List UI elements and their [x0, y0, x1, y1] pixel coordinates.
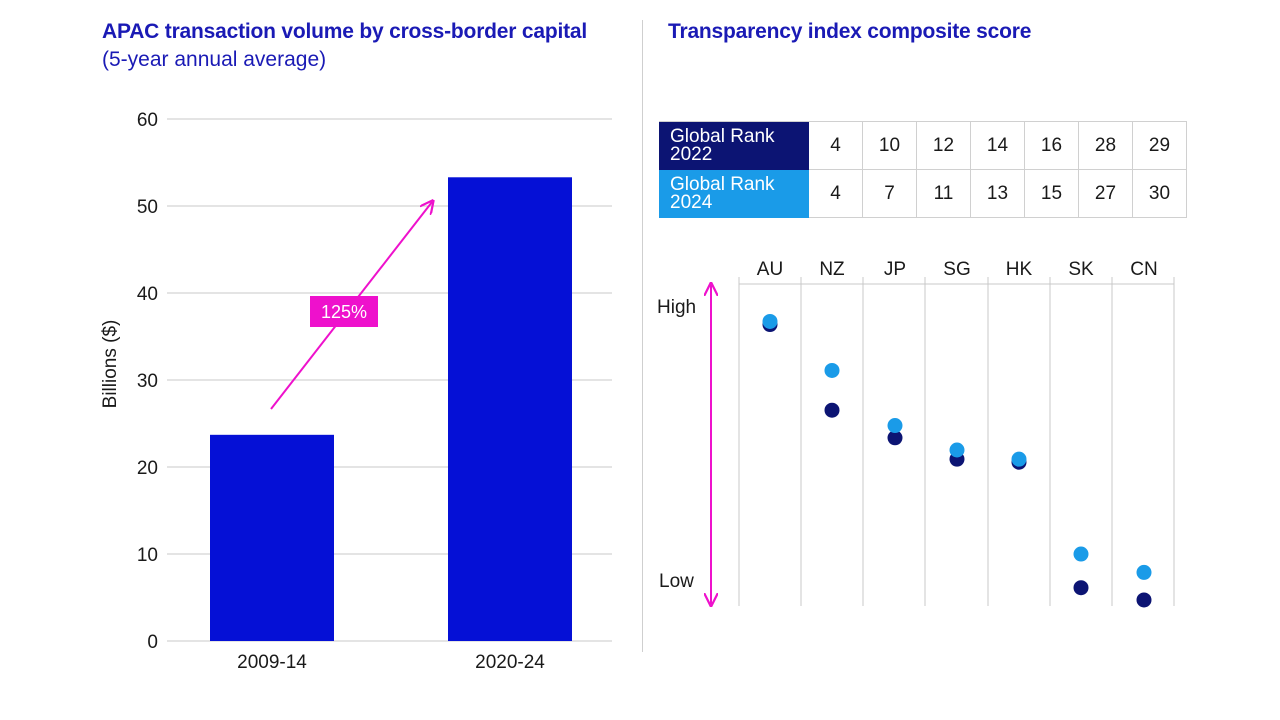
dot-NZ-2022 [824, 402, 840, 418]
rank-cell: 11 [916, 169, 971, 218]
y-tick-label: 0 [147, 632, 158, 653]
rank-cell: 30 [1132, 169, 1187, 218]
bar-chart-y-ticks: 0 10 20 30 40 50 60 [137, 110, 158, 653]
growth-label: 125% [321, 302, 367, 322]
dot-AU-2024 [762, 313, 778, 329]
growth-label-box [310, 296, 378, 327]
rank-cell: 4 [809, 121, 863, 170]
category-label-AU: AU [757, 259, 783, 280]
high-label: High [657, 297, 696, 318]
category-label-HK: HK [1006, 259, 1033, 280]
dot-plot-category-labels: AU NZ JP SG HK SK CN [757, 259, 1158, 280]
rank-label-line1: Global Rank [670, 125, 775, 147]
x-tick-label: 2020-24 [475, 652, 545, 673]
dot-CN-2024 [1136, 564, 1152, 580]
category-label-CN: CN [1130, 259, 1157, 280]
bar-chart-bars [210, 177, 572, 642]
category-label-SG: SG [943, 259, 970, 280]
dot-JP-2022 [887, 430, 903, 446]
rank-cell: 10 [862, 121, 917, 170]
y-tick-label: 20 [137, 458, 158, 479]
panel-divider [642, 20, 643, 652]
category-label-NZ: NZ [819, 259, 845, 280]
rank-cell: 12 [916, 121, 971, 170]
rank-row-label: Global Rank 2022 [659, 121, 809, 170]
dot-NZ-2024 [824, 362, 840, 378]
rank-label-line2: 2022 [670, 143, 713, 165]
bar-chart-y-axis-label: Billions ($) [100, 320, 121, 409]
category-label-SK: SK [1068, 259, 1094, 280]
rank-cell: 16 [1024, 121, 1079, 170]
rank-label-line1: Global Rank [670, 173, 775, 195]
y-tick-label: 30 [137, 371, 158, 392]
dot-HK-2024 [1011, 451, 1027, 467]
rank-row-label: Global Rank 2024 [659, 169, 809, 218]
dot-plot-points [762, 313, 1152, 608]
low-label: Low [659, 571, 694, 592]
dot-SK-2022 [1073, 580, 1089, 596]
left-chart-subtitle: (5-year annual average) [102, 48, 327, 71]
bar-chart-x-ticks: 2009-14 2020-24 [237, 652, 545, 673]
rank-cell: 7 [862, 169, 917, 218]
x-tick-label: 2009-14 [237, 652, 307, 673]
rank-cell: 13 [970, 169, 1025, 218]
rank-cell: 14 [970, 121, 1025, 170]
right-chart-title: Transparency index composite score [668, 20, 1032, 43]
left-chart-title: APAC transaction volume by cross-border … [102, 20, 588, 43]
dot-SG-2024 [949, 442, 965, 458]
rank-row: Global Rank 2022 4 10 12 14 16 28 29 [659, 121, 1187, 170]
dot-CN-2022 [1136, 592, 1152, 608]
dot-SK-2024 [1073, 546, 1089, 562]
global-rank-table: Global Rank 2022 4 10 12 14 16 28 29 Global Rank 2… [659, 121, 1187, 218]
rank-cell: 4 [809, 169, 863, 218]
rank-label-line2: 2024 [670, 191, 713, 213]
bar-2009-14 [210, 434, 334, 641]
y-tick-label: 10 [137, 545, 158, 566]
y-tick-label: 60 [137, 110, 158, 131]
rank-cell: 15 [1024, 169, 1079, 218]
rank-cell: 28 [1078, 121, 1133, 170]
dot-JP-2024 [887, 418, 903, 434]
y-tick-label: 50 [137, 197, 158, 218]
rank-row: Global Rank 2024 4 7 11 13 15 27 30 [659, 169, 1187, 218]
bar-2020-24 [448, 177, 572, 642]
category-label-JP: JP [884, 259, 906, 280]
rank-cell: 29 [1132, 121, 1187, 170]
y-tick-label: 40 [137, 284, 158, 305]
rank-cell: 27 [1078, 169, 1133, 218]
dot-plot-gridlines [738, 277, 1175, 606]
